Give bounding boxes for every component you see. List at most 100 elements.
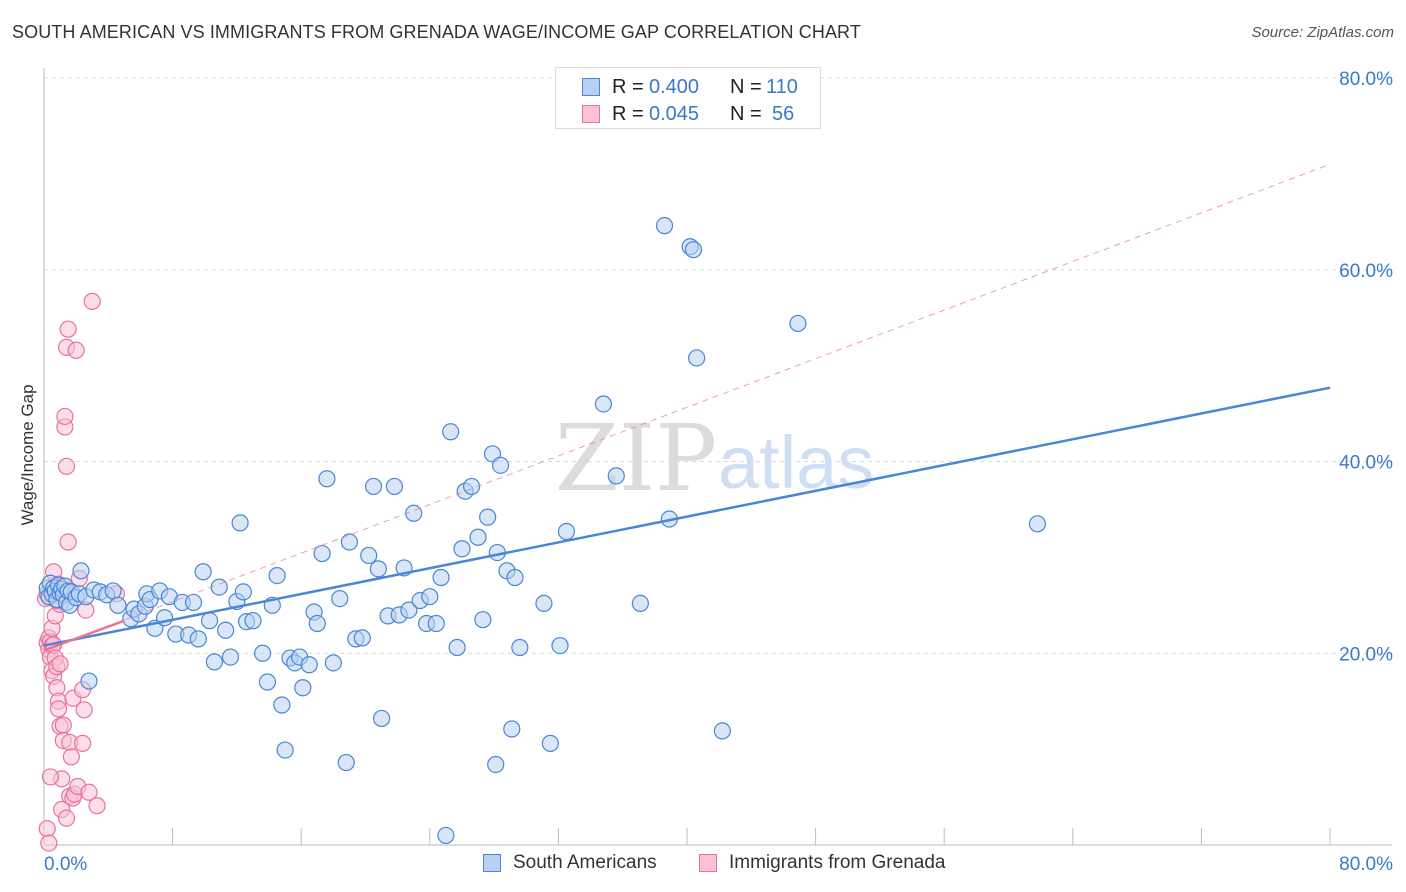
data-point — [324, 654, 342, 672]
tick-labels: 20.0% 40.0% 60.0% 80.0% 0.0% 80.0% — [44, 69, 1393, 875]
data-point — [432, 568, 450, 587]
data-point — [535, 594, 553, 612]
data-point — [73, 734, 92, 752]
data-point — [369, 560, 387, 578]
data-point — [217, 621, 235, 639]
data-point — [80, 783, 98, 801]
y-axis-label: Wage/Income Gap — [18, 384, 37, 526]
data-point — [258, 673, 277, 691]
data-point — [268, 566, 286, 585]
data-point — [56, 407, 74, 426]
data-point — [83, 292, 101, 310]
data-point — [234, 583, 252, 601]
legend-r-value: 0.400 — [649, 76, 700, 98]
data-point — [57, 457, 76, 475]
data-point — [684, 241, 703, 259]
data-point — [340, 533, 359, 551]
data-point — [41, 768, 60, 786]
watermark-zip: ZIP — [555, 405, 717, 512]
data-point — [353, 629, 371, 647]
data-point — [75, 701, 93, 719]
trend-line-grenada-extended — [43, 163, 1331, 651]
data-point — [491, 456, 510, 474]
legend-r-label: R = — [612, 76, 644, 98]
y-tick-label: 60.0% — [1339, 261, 1393, 282]
data-point — [318, 470, 336, 488]
x-tick-label-min: 0.0% — [44, 854, 87, 875]
series-south-americans-points — [38, 217, 1047, 845]
trend-line-grenada — [43, 619, 125, 652]
data-point — [506, 568, 524, 587]
data-point — [221, 648, 240, 666]
data-point — [59, 320, 77, 338]
data-point — [713, 722, 731, 740]
data-point — [557, 522, 576, 541]
data-point — [474, 611, 492, 629]
data-point — [469, 528, 487, 546]
legend-n-value: 56 — [772, 103, 795, 125]
data-point — [38, 820, 56, 838]
legend-swatch-pink — [582, 105, 600, 123]
data-point — [254, 644, 272, 662]
legend-r-label: R = — [612, 103, 644, 125]
data-point — [631, 594, 649, 612]
data-point — [54, 716, 72, 734]
legend-swatch-pink — [699, 854, 717, 872]
data-point — [511, 638, 529, 657]
data-point — [40, 834, 58, 852]
data-point — [1028, 515, 1047, 533]
legend-swatch-blue — [582, 78, 600, 96]
data-point — [437, 826, 455, 845]
data-point — [51, 655, 69, 673]
watermark: ZIP atlas — [555, 405, 874, 512]
data-point — [503, 720, 521, 738]
data-point — [487, 755, 505, 774]
data-point — [109, 596, 127, 614]
data-point — [294, 679, 312, 697]
trend-lines — [43, 163, 1331, 652]
data-point — [313, 544, 331, 563]
data-point — [49, 700, 68, 718]
legend-r-value: 0.045 — [649, 103, 700, 125]
data-point — [453, 540, 471, 558]
data-point — [59, 533, 77, 551]
data-point — [210, 578, 228, 596]
data-point — [421, 588, 439, 606]
correlation-legend: R = 0.400 N = 110 R = 0.045 N = 56 — [555, 67, 821, 129]
x-tick-label-max: 80.0% — [1339, 854, 1393, 875]
data-point — [200, 612, 219, 630]
data-point — [104, 582, 122, 600]
data-point — [231, 514, 249, 532]
chart-title: SOUTH AMERICAN VS IMMIGRANTS FROM GRENAD… — [12, 22, 861, 42]
legend-n-value: 110 — [766, 76, 798, 98]
data-point — [273, 696, 291, 714]
data-point — [194, 563, 212, 581]
legend-swatch-blue — [483, 854, 501, 872]
legend-label: Immigrants from Grenada — [729, 852, 946, 873]
data-point — [688, 349, 706, 367]
data-point — [300, 656, 318, 674]
data-point — [655, 217, 674, 235]
data-point — [189, 630, 207, 648]
data-point — [331, 590, 349, 608]
data-point — [360, 546, 378, 565]
data-point — [244, 612, 262, 630]
legend-n-label: N = — [730, 103, 762, 125]
watermark-atlas: atlas — [718, 421, 874, 504]
data-point — [607, 467, 625, 485]
y-tick-label: 20.0% — [1339, 644, 1393, 665]
data-point — [448, 638, 466, 657]
data-point — [541, 734, 559, 752]
data-point — [479, 508, 497, 526]
data-point — [364, 477, 383, 496]
data-point — [67, 341, 85, 359]
data-point — [427, 614, 445, 633]
data-point — [551, 636, 569, 655]
trend-line-south-americans — [43, 386, 1331, 647]
legend-label: South Americans — [513, 852, 657, 873]
data-point — [594, 395, 613, 413]
source-label: Source: ZipAtlas.com — [1251, 24, 1394, 41]
data-point — [88, 797, 106, 815]
data-point — [57, 809, 76, 827]
axes — [43, 68, 1392, 846]
